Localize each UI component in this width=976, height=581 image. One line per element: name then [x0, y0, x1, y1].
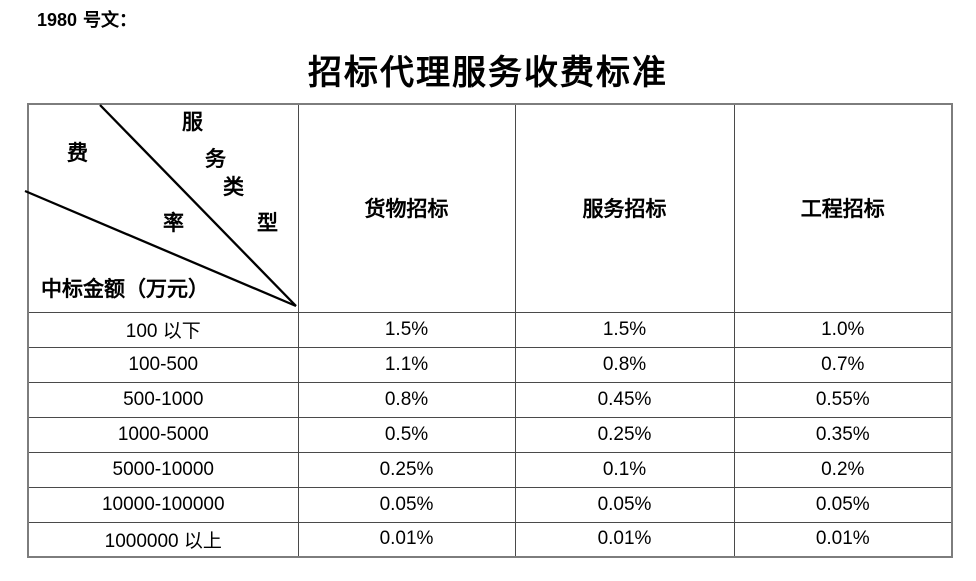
- fee-rate-table: 服 务 类 型 费 率 中标金额（万元） 货物招标 服务招标 工程招标 100 …: [24, 103, 953, 558]
- table-row: 100-500 1.1% 0.8% 0.7%: [27, 346, 953, 383]
- rate-cell: 0.8%: [297, 381, 516, 418]
- corner-service-type-char-1: 服: [182, 110, 203, 134]
- rate-cell: 0.05%: [514, 486, 735, 523]
- corner-amount-label: 中标金额（万元）: [41, 277, 209, 301]
- rate-cell: 0.2%: [733, 451, 953, 488]
- doc-number: 1980: [37, 10, 78, 30]
- rate-cell: 0.05%: [733, 486, 953, 523]
- table-row: 500-1000 0.8% 0.45% 0.55%: [27, 381, 953, 418]
- table-header-row: 服 务 类 型 费 率 中标金额（万元） 货物招标 服务招标 工程招标: [24, 103, 953, 313]
- amount-range-cell: 1000-5000: [27, 416, 299, 453]
- doc-number-suffix: 号文：: [83, 10, 138, 30]
- rate-cell: 0.8%: [514, 346, 735, 383]
- amount-range-cell: 10000-100000: [27, 486, 299, 523]
- rate-cell: 0.45%: [514, 381, 735, 418]
- rate-cell: 0.05%: [297, 486, 516, 523]
- rate-cell: 0.7%: [733, 346, 953, 383]
- rate-cell: 0.55%: [733, 381, 953, 418]
- rate-cell: 1.1%: [297, 346, 516, 383]
- table-row: 1000-5000 0.5% 0.25% 0.35%: [27, 416, 953, 453]
- corner-service-type-char-3: 类: [223, 175, 244, 199]
- corner-header-cell: 服 务 类 型 费 率 中标金额（万元）: [24, 103, 299, 313]
- rate-cell: 0.25%: [297, 451, 516, 488]
- rate-cell: 0.5%: [297, 416, 516, 453]
- table-row: 10000-100000 0.05% 0.05% 0.05%: [27, 486, 953, 523]
- amount-range-cell: 500-1000: [27, 381, 299, 418]
- diagonal-split-lines-icon: [24, 104, 297, 308]
- column-header-services: 服务招标: [514, 103, 735, 313]
- corner-fee-rate-char-1: 费: [67, 141, 88, 165]
- corner-service-type-char-4: 型: [257, 211, 278, 235]
- rate-cell: 1.0%: [733, 311, 953, 348]
- rate-cell: 1.5%: [297, 311, 516, 348]
- amount-range-cell: 100 以下: [27, 311, 299, 348]
- corner-fee-rate-char-2: 率: [163, 211, 184, 235]
- rate-cell: 0.1%: [514, 451, 735, 488]
- amount-range-cell: 100-500: [27, 346, 299, 383]
- rate-cell: 1.5%: [514, 311, 735, 348]
- doc-number-label: 1980 号文：: [37, 6, 137, 32]
- rate-cell: 0.01%: [297, 521, 516, 558]
- amount-range-cell: 5000-10000: [27, 451, 299, 488]
- rate-cell: 0.01%: [514, 521, 735, 558]
- page-title: 招标代理服务收费标准: [308, 55, 668, 92]
- table-row: 1000000 以上 0.01% 0.01% 0.01%: [27, 521, 953, 558]
- table-row: 5000-10000 0.25% 0.1% 0.2%: [27, 451, 953, 488]
- corner-service-type-char-2: 务: [205, 147, 226, 171]
- amount-range-cell: 1000000 以上: [27, 521, 299, 558]
- column-header-engineering: 工程招标: [733, 103, 953, 313]
- rate-cell: 0.35%: [733, 416, 953, 453]
- column-header-goods: 货物招标: [297, 103, 516, 313]
- rate-cell: 0.25%: [514, 416, 735, 453]
- rate-cell: 0.01%: [733, 521, 953, 558]
- table-row: 100 以下 1.5% 1.5% 1.0%: [27, 311, 953, 348]
